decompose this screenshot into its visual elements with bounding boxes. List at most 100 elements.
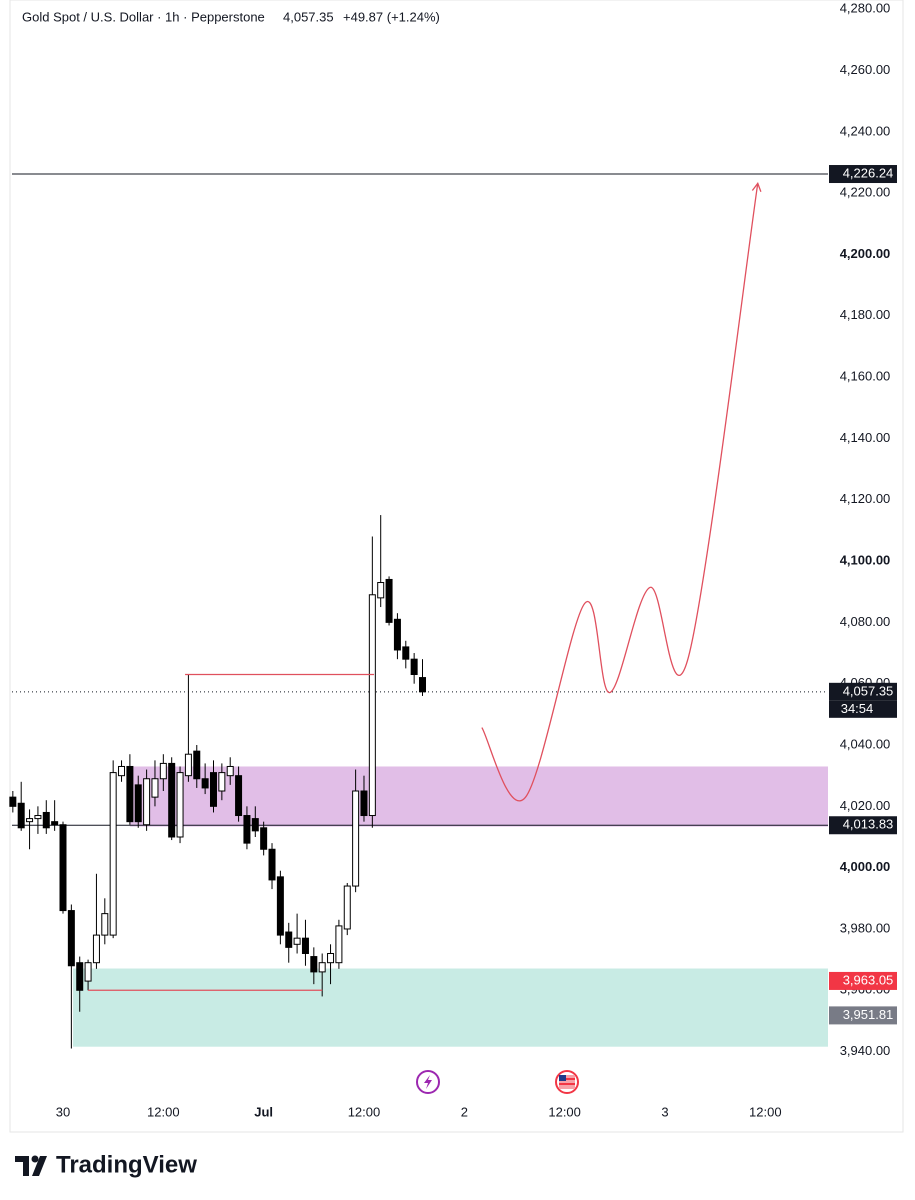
candle-body (51, 821, 59, 826)
y-tick-label: 4,240.00 (840, 123, 891, 138)
brand-logo (15, 1155, 47, 1176)
candle-body (226, 765, 234, 777)
candle-body (9, 796, 17, 807)
chart-title: Gold Spot / U.S. Dollar · 1h · Peppersto… (22, 9, 265, 24)
y-tick-label: 4,220.00 (840, 185, 891, 200)
price-tag-label: 3,951.81 (843, 1007, 894, 1022)
candle-body (134, 784, 142, 823)
candle-body (17, 802, 25, 829)
y-tick-label: 3,980.00 (840, 920, 891, 935)
price-tag (829, 682, 897, 701)
y-tick-label: 4,180.00 (840, 307, 891, 322)
price-tag (829, 165, 897, 184)
y-tick-label: 4,080.00 (840, 614, 891, 629)
candle-body (126, 765, 134, 823)
x-tick-label: Jul (254, 1104, 273, 1119)
price-tag (829, 1006, 897, 1025)
candle-body (385, 578, 393, 623)
candle-body (419, 677, 427, 693)
candle-body (101, 913, 109, 936)
y-tick-label: 4,200.00 (840, 246, 891, 261)
candle-body (368, 594, 376, 817)
candle-body (301, 937, 309, 954)
candle-body (67, 910, 75, 967)
drawing-line (481, 183, 759, 802)
candle-body (42, 811, 50, 829)
last-price: 4,057.35 (283, 9, 334, 24)
candle-body (335, 925, 343, 964)
candle-body (76, 962, 84, 991)
x-tick-label: 2 (461, 1104, 468, 1119)
candle-body (218, 772, 226, 792)
event-icon (555, 1070, 579, 1094)
y-tick-label: 4,000.00 (840, 859, 891, 874)
candle-body (243, 815, 251, 844)
candle-body (143, 778, 151, 826)
candle-body (251, 818, 259, 832)
candle-body (193, 750, 201, 780)
plot-area (9, 173, 829, 1049)
countdown: 34:54 (841, 701, 874, 716)
y-tick-label: 4,260.00 (840, 62, 891, 77)
candle-body (402, 646, 410, 660)
y-tick-label: 4,140.00 (840, 430, 891, 445)
x-tick-label: 12:00 (348, 1104, 381, 1119)
candle-body (318, 962, 326, 973)
zone (129, 766, 828, 827)
candle-body (293, 937, 301, 945)
y-tick-label: 4,120.00 (840, 491, 891, 506)
candle-body (59, 824, 67, 912)
chart-frame (9, 0, 904, 1133)
candle-body (260, 827, 268, 850)
y-tick-label: 3,940.00 (840, 1043, 891, 1058)
x-tick-label: 12:00 (749, 1104, 782, 1119)
candle-body (34, 815, 42, 820)
candle-body (84, 962, 92, 982)
price-change: +49.87 (+1.24%) (343, 9, 440, 24)
candle-body (352, 790, 360, 887)
price-tag-label: 3,963.05 (843, 972, 894, 987)
candle-body (360, 790, 368, 817)
zone (73, 968, 829, 1047)
candle-body (109, 772, 117, 936)
candle-body (168, 762, 176, 838)
candle-body (268, 848, 276, 881)
candle-body (327, 952, 335, 964)
brand-name: TradingView (56, 1151, 197, 1178)
price-tag-label: 4,057.35 (843, 683, 894, 698)
candle-body (343, 885, 351, 930)
candle-body (393, 618, 401, 651)
price-tag (829, 816, 897, 835)
x-tick-label: 12:00 (147, 1104, 180, 1119)
candle-body (26, 818, 34, 823)
x-tick-label: 3 (661, 1104, 668, 1119)
y-tick-label: 4,020.00 (840, 798, 891, 813)
y-tick-label: 4,280.00 (840, 1, 891, 16)
candle-body (310, 956, 318, 973)
candle-body (159, 762, 167, 780)
candle-body (184, 753, 192, 777)
candle-body (151, 778, 159, 798)
drawing-arrow (751, 181, 762, 193)
price-tag-label: 4,226.24 (843, 165, 894, 180)
y-tick-label: 4,100.00 (840, 552, 891, 567)
y-tick-label: 4,040.00 (840, 736, 891, 751)
event-icon (416, 1070, 440, 1094)
candle-body (201, 778, 209, 789)
y-tick-label: 4,160.00 (840, 369, 891, 384)
candle-body (92, 934, 100, 964)
candle-body (377, 582, 385, 599)
candle-body (209, 772, 217, 807)
candle-body (285, 931, 293, 948)
x-tick-label: 30 (56, 1104, 70, 1119)
candle-body (276, 876, 284, 936)
candle-body (410, 658, 418, 675)
price-tag-label: 4,013.83 (843, 817, 894, 832)
countdown-tag (829, 700, 897, 718)
candle-body (235, 775, 243, 817)
candle-body (176, 772, 184, 838)
price-tag (829, 971, 897, 990)
x-tick-label: 12:00 (548, 1104, 581, 1119)
